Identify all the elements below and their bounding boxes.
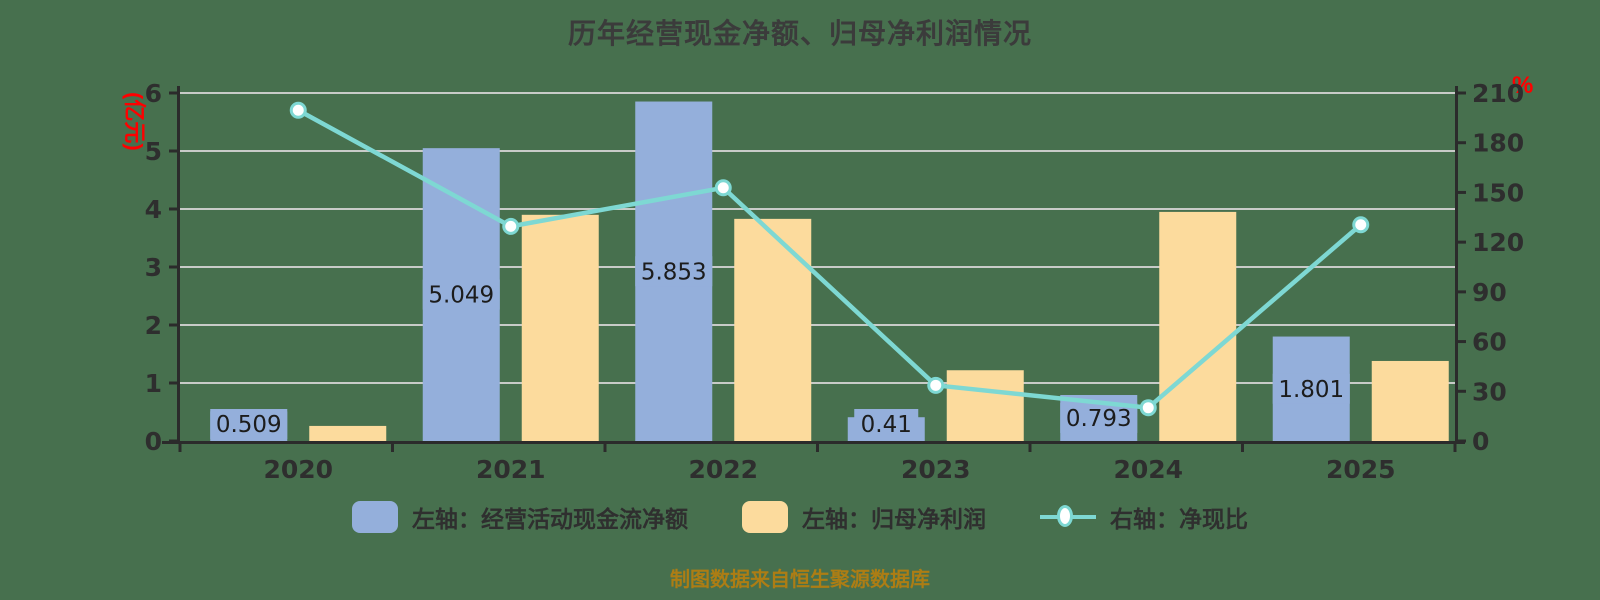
left-axis-tick-label-5: 5 [145,137,162,166]
x-axis-label-2021: 2021 [476,455,546,484]
chart-title: 历年经营现金净额、归母净利润情况 [567,18,1032,49]
right-axis-tick-label-60: 60 [1472,328,1507,357]
legend: 左轴：经营活动现金流净额 左轴：归母净利润 右轴：净现比 [0,500,1600,534]
right-axis-tick-label-30: 30 [1472,377,1507,406]
bar-net-profit-2020[interactable] [309,425,387,441]
line-point-2022[interactable] [714,179,732,197]
left-axis-tick-label-2: 2 [145,311,162,340]
bar-value-label-bg [210,409,288,439]
line-point-2020[interactable] [289,101,307,119]
line-marker-icon [1040,501,1096,533]
legend-item-operating-cashflow[interactable]: 左轴：经营活动现金流净额 [352,500,688,534]
x-axis-label-2024: 2024 [1113,455,1183,484]
right-axis-tick-label-180: 180 [1472,129,1524,158]
bar-value-label-2022: 5.853 [641,259,707,285]
bar-net-profit-2025[interactable] [1371,360,1449,441]
bar-value-label-2024: 0.793 [1066,406,1132,432]
bar-value-label-bg [422,279,500,310]
legend-label: 右轴：净现比 [1110,506,1248,532]
legend-label: 左轴：归母净利润 [802,506,986,532]
line-point-2025[interactable] [1352,216,1370,234]
right-axis-tick-label-0: 0 [1472,427,1489,456]
bar-value-label-bg [854,409,919,439]
data-source-note: 制图数据来自恒生聚源数据库 [670,569,930,591]
bar-value-label-bg [1272,373,1350,404]
cash-ratio-line [296,107,1363,410]
legend-item-cash-ratio[interactable]: 右轴：净现比 [1040,500,1248,534]
left-axis-tick-label-4: 4 [145,195,162,224]
legend-item-net-profit[interactable]: 左轴：归母净利润 [742,500,986,534]
bar-value-label-bg [635,256,713,287]
x-axis-label-2020: 2020 [263,455,333,484]
bar-value-label-bg [1060,403,1138,434]
bar-net-profit-2021[interactable] [521,214,599,441]
left-axis-tick-label-1: 1 [145,369,162,398]
left-axis-tick-label-6: 6 [145,79,162,108]
right-axis-tick-label-210: 210 [1472,79,1524,108]
bar-net-profit-2022[interactable] [734,218,812,441]
line-point-2021[interactable] [502,217,520,235]
bar-value-label-2020: 0.509 [216,412,282,438]
right-axis-tick-label-90: 90 [1472,278,1507,307]
bar-net-profit-2023[interactable] [946,370,1024,441]
legend-swatch-blue [352,501,398,533]
bar-net-profit-2024[interactable] [1159,211,1237,441]
right-axis-tick-label-120: 120 [1472,228,1524,257]
x-axis-label-2023: 2023 [901,455,971,484]
left-axis-tick-label-3: 3 [145,253,162,282]
right-axis-tick-label-150: 150 [1472,178,1524,207]
right-axis-unit-label: % [1512,72,1534,99]
line-point-2024[interactable] [1139,399,1157,417]
x-axis-label-2022: 2022 [688,455,758,484]
bar-value-label-2021: 5.049 [428,283,494,309]
bar-value-label-2023: 0.41 [861,412,912,438]
x-axis-label-2025: 2025 [1326,455,1396,484]
line-point-2023[interactable] [927,376,945,394]
legend-label: 左轴：经营活动现金流净额 [412,506,688,532]
bar-value-label-2025: 1.801 [1278,377,1344,403]
legend-swatch-yellow [742,501,788,533]
left-axis-tick-label-0: 0 [145,427,162,456]
